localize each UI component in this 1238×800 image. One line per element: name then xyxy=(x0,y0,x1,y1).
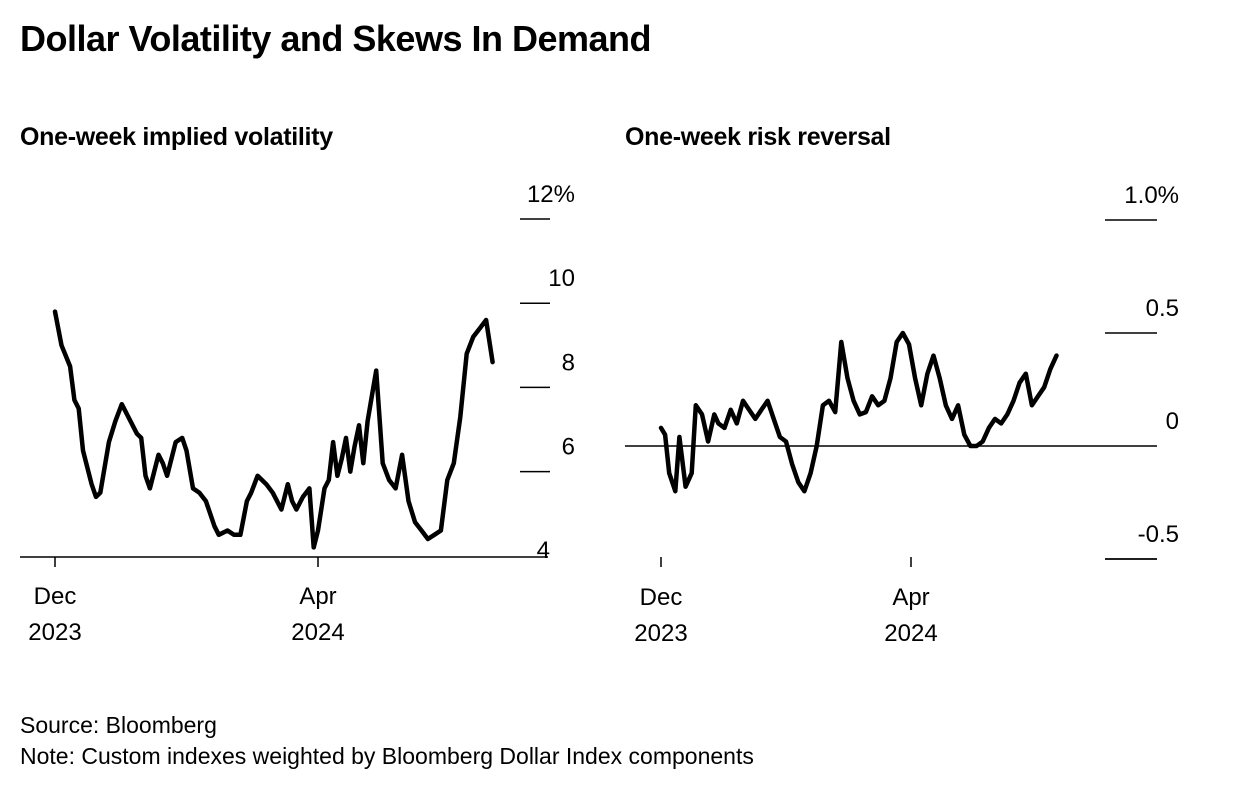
footer-notes: Source: Bloomberg Note: Custom indexes w… xyxy=(20,710,754,772)
y-tick-label: 12% xyxy=(527,181,575,208)
series-line-0-0 xyxy=(52,309,495,550)
y-tick-label: 10 xyxy=(548,265,575,292)
x-tick-label-year: 2023 xyxy=(634,620,687,647)
y-tick-label: 0 xyxy=(1166,408,1179,435)
y-tick-label: 0.5 xyxy=(1146,295,1179,322)
y-tick-label: 1.0% xyxy=(1124,182,1179,209)
x-tick-label-year: 2024 xyxy=(291,619,344,646)
x-tick-label-month: Dec xyxy=(640,584,683,611)
x-tick-label-year: 2023 xyxy=(28,619,81,646)
x-tick-label-month: Dec xyxy=(34,583,77,610)
x-tick-label-month: Apr xyxy=(892,584,929,611)
y-tick-label: 6 xyxy=(562,434,575,461)
series-line-1-0 xyxy=(658,330,1059,494)
y-tick-label: 4 xyxy=(537,537,550,564)
x-tick-label-month: Apr xyxy=(299,583,336,610)
left-chart-subtitle: One-week implied volatility xyxy=(20,123,333,151)
y-tick-label: -0.5 xyxy=(1138,521,1179,548)
right-chart-subtitle: One-week risk reversal xyxy=(625,123,891,151)
x-tick-label-year: 2024 xyxy=(884,620,937,647)
note-text: Note: Custom indexes weighted by Bloombe… xyxy=(20,743,754,769)
chart-title: Dollar Volatility and Skews In Demand xyxy=(20,18,652,59)
y-tick-label: 8 xyxy=(562,349,575,376)
source-text: Source: Bloomberg xyxy=(20,712,217,738)
